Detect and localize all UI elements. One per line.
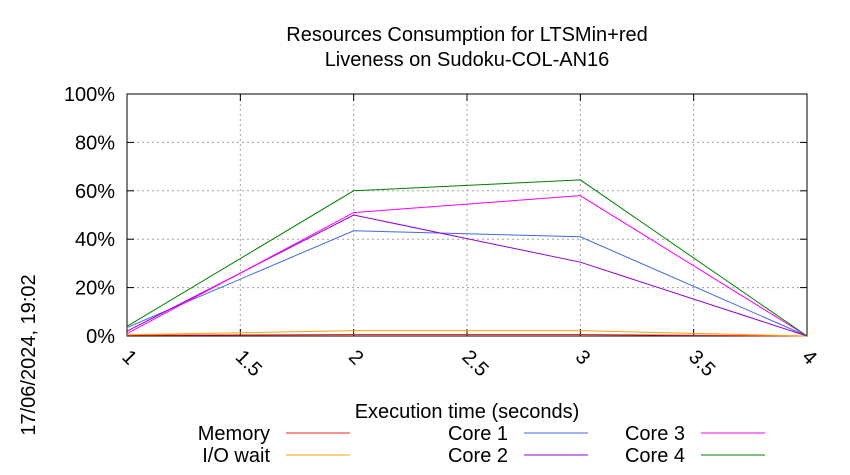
series-line-i-o-wait: [126, 330, 808, 337]
x-axis: 1 1.5 2 2.5 3 3.5 4: [117, 94, 821, 381]
grid-lines: [127, 94, 807, 336]
chart-title-line-2: Liveness on Sudoku-COL-AN16: [325, 49, 610, 71]
legend-label: Memory: [198, 423, 270, 445]
series-line-core-1: [126, 230, 808, 337]
x-tick-label: 1.5: [231, 346, 266, 381]
y-tick-label: 80%: [75, 132, 115, 154]
legend-label: I/O wait: [202, 445, 270, 467]
x-tick-label: 3.5: [684, 346, 719, 381]
y-tick-label: 100%: [64, 84, 115, 106]
x-axis-label: Execution time (seconds): [355, 401, 580, 423]
x-tick-label: 4: [797, 346, 820, 369]
legend-label: Core 3: [625, 423, 685, 445]
legend-label: Core 1: [448, 423, 508, 445]
y-tick-label: 20%: [75, 278, 115, 300]
legend-label: Core 4: [625, 445, 685, 467]
x-tick-label: 3: [571, 346, 594, 369]
series-lines: [126, 179, 808, 337]
x-tick-label: 2.5: [457, 346, 492, 381]
chart-title-line-1: Resources Consumption for LTSMin+red: [286, 24, 647, 46]
x-tick-label: 1: [117, 346, 140, 369]
timestamp: 17/06/2024, 19:02: [18, 274, 40, 435]
y-tick-label: 60%: [75, 181, 115, 203]
y-tick-label: 40%: [75, 229, 115, 251]
x-tick-label: 2: [344, 346, 367, 369]
legend-label: Core 2: [448, 445, 508, 467]
series-line-core-3: [126, 195, 808, 337]
series-line-core-4: [126, 179, 808, 337]
y-tick-label: 0%: [86, 326, 115, 348]
y-axis: 0% 20% 40% 60% 80% 100%: [64, 84, 807, 348]
series-line-memory: [126, 334, 808, 337]
